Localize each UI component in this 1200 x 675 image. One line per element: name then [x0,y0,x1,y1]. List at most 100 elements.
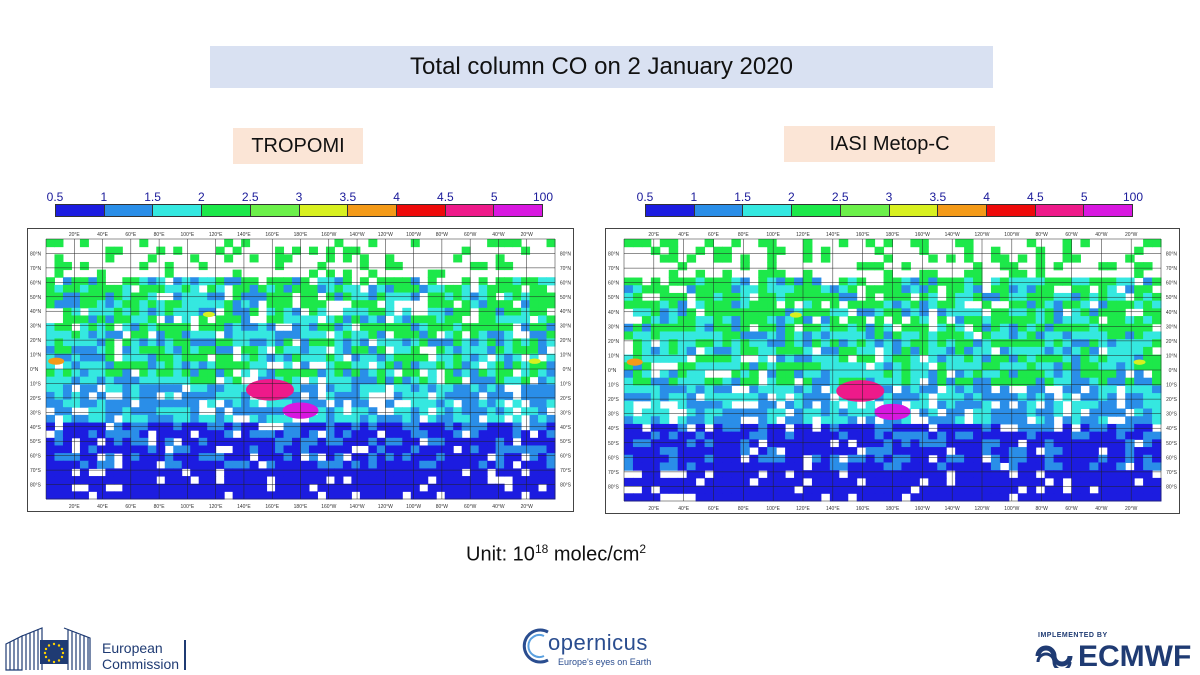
lat-label: 30°N [1166,324,1178,330]
colorbar-tick-label: 3.5 [929,190,947,204]
lon-label: 120°W [974,506,989,512]
lat-label: 40°S [560,425,572,431]
colorbar-swatch [743,205,793,216]
lat-label: 30°S [560,410,572,416]
lon-label: 120°E [796,232,810,238]
page-title: Total column CO on 2 January 2020 [210,46,993,88]
ecmwf-wordmark: ECMWF [1078,640,1192,673]
lon-label: 60°E [125,232,137,238]
lon-label: 120°E [209,504,223,510]
lat-label: 10°S [1166,383,1178,389]
lat-label: 10°N [1166,353,1178,359]
lon-label: 80°E [154,504,166,510]
lat-label: 30°N [560,324,572,330]
lon-label: 20°W [521,504,534,510]
lon-label: 160°W [915,232,930,238]
lat-label: 20°S [30,396,42,402]
lon-label: 160°W [321,232,336,238]
lon-label: 80°E [154,232,166,238]
colorbar-tick-label: 1.5 [144,190,161,204]
lon-label: 100°W [1004,506,1019,512]
copernicus-wordmark: opernicus [548,630,648,655]
colorbar-tick-label: 1 [100,190,108,204]
lon-label: 40°E [678,232,690,238]
lat-label: 10°N [560,353,572,359]
lat-label: 20°N [608,339,620,345]
lon-label: 120°W [378,232,393,238]
lon-label: 140°W [945,506,960,512]
lon-label: 40°W [492,232,505,238]
lat-label: 60°S [1166,455,1178,461]
implemented-by-text: IMPLEMENTED BY [1038,632,1108,639]
lat-label: 50°N [1166,295,1178,301]
co-hotspot [626,358,643,366]
lon-label: 20°E [648,232,660,238]
lat-label: 70°S [1166,470,1178,476]
lon-label: 160°E [265,504,279,510]
colorbar-tick-label: 1.5 [734,190,751,204]
lat-label: 70°N [30,266,42,272]
lon-label: 40°E [97,504,109,510]
lon-label: 80°W [1036,232,1049,238]
lon-label: 60°W [1065,506,1078,512]
colorbar-swatches [645,204,1133,217]
european-commission-logo: European Commission [2,624,192,672]
lat-label: 20°S [1166,397,1178,403]
lon-label: 140°W [945,232,960,238]
lat-label: 80°N [560,251,572,257]
lon-label: 40°W [1095,232,1108,238]
lat-label: 0°N [563,367,572,373]
co-hotspot [202,311,215,318]
colorbar-swatch [153,205,203,216]
lon-label: 100°W [406,232,421,238]
colorbar-tick-label: 4.5 [1027,190,1044,204]
lat-label: 50°S [1166,441,1178,447]
graticule [45,238,556,500]
co-field [624,239,1162,502]
colorbar-ticks: 0.5 1 1.5 2 2.5 3 3.5 4 4.5 5 100 [47,190,553,204]
colorbar-tick-label: 5 [490,190,498,204]
lon-label: 140°E [826,506,840,512]
lon-label: 140°E [237,504,251,510]
colorbar-tick-label: 2.5 [831,190,849,204]
lat-label: 0°N [1169,368,1178,374]
colorbar-tick-label: 3 [885,190,893,204]
co-hotspot [789,312,802,318]
co-hotspot [48,357,65,365]
lon-label: 80°E [738,232,750,238]
colorbar-tick-label: 4.5 [437,190,454,204]
lon-label: 80°E [738,506,750,512]
lon-label: 100°E [181,232,195,238]
lat-label: 40°S [608,426,620,432]
lon-label: 100°E [766,506,780,512]
lat-label: 30°N [608,324,620,330]
colorbar-ticks: 0.5 1 1.5 2 2.5 3 3.5 4 4.5 5 100 [637,190,1143,204]
colorbar-tick-label: 2 [788,190,795,204]
lon-label: 180°E [886,232,900,238]
lat-label: 50°S [30,439,42,445]
unit-label: Unit: 1018 molec/cm2 [466,542,647,566]
lat-label: 60°N [560,280,572,286]
lon-label: 20°E [648,506,660,512]
colorbar-swatch [986,205,1036,216]
colorbar-swatch [792,205,841,216]
colorbar-swatch [694,205,744,216]
lat-label: 80°N [608,252,620,258]
lat-label: 60°S [30,454,42,460]
lat-label: 20°N [30,338,42,344]
ec-line1: European [102,640,163,656]
lat-label: 40°N [608,310,620,316]
map-iasi: 20°E 20°E 40°E 40°E 60°E 60°E 80°E 80°E 100°E 100… [605,228,1180,514]
lon-label: 20°E [69,232,81,238]
lon-label: 40°W [492,504,505,510]
colorbar-tick-label: 2.5 [241,190,259,204]
ec-line2: Commission [102,656,180,672]
lat-label: 80°S [608,484,620,490]
colorbar-swatch [445,205,495,216]
lon-label: 100°W [1004,232,1019,238]
panel-label-iasi: IASI Metop-C [784,126,995,162]
lon-label: 20°W [1125,232,1138,238]
ecmwf-logo: IMPLEMENTED BY ECMWF [1034,632,1194,673]
lon-label: 140°W [350,504,365,510]
graticule [623,238,1162,502]
